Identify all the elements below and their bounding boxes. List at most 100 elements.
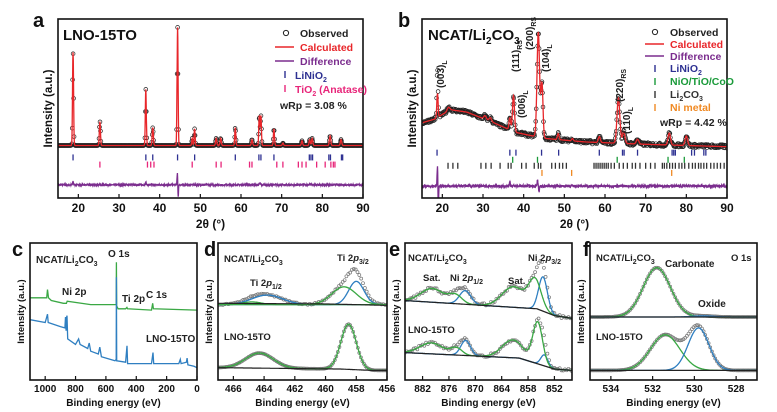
x-tick-label: 464 xyxy=(256,384,273,395)
data-point xyxy=(676,338,681,343)
panel-e-xps-ni2p: 882 876 870 864 858 852 Binding energy (eV) Int… xyxy=(391,242,573,409)
data-point xyxy=(340,279,345,284)
x-axis-label: Binding energy (eV) xyxy=(66,398,160,409)
data-point xyxy=(496,296,501,301)
data-point xyxy=(459,286,464,291)
data-point xyxy=(533,270,537,274)
hkl-labels: (003)L (111)RS (006)L (200)RS (104)L (22… xyxy=(436,17,635,134)
data-point xyxy=(434,73,440,78)
series-line xyxy=(405,276,572,319)
legend-observed: Observed xyxy=(670,27,718,39)
observed-marker-icon xyxy=(651,28,659,36)
observed-marker-icon xyxy=(282,29,290,37)
data-point xyxy=(663,143,668,148)
data-point xyxy=(713,356,718,361)
data-point xyxy=(455,286,460,291)
data-point xyxy=(498,347,502,351)
panel-letter-c: c xyxy=(12,239,23,261)
series-line xyxy=(58,27,363,147)
panel-letter-b: b xyxy=(398,10,410,32)
c-o1s-label: O 1s xyxy=(108,249,130,260)
hkl-111-label: (111)RS xyxy=(511,40,524,72)
plot-frame xyxy=(404,242,573,381)
series-line xyxy=(218,367,387,371)
data-point xyxy=(648,271,652,276)
c-sample-lno: LNO-15TO xyxy=(146,334,195,345)
data-point xyxy=(696,323,701,328)
wrp-value: wRp = 4.42 % xyxy=(659,117,727,129)
hkl-006-label: (006)L xyxy=(517,90,530,118)
x-tick-label: 466 xyxy=(225,384,242,395)
data-point xyxy=(534,265,539,270)
data-point xyxy=(690,327,694,331)
data-point xyxy=(346,272,351,276)
panel-b-xrd-ncat: 20 30 40 50 60 70 80 90 2θ (°) Intensity (a.u.) xyxy=(407,18,734,231)
d-ti2p12-label: Ti 2p1/2 xyxy=(250,278,282,291)
x-tick-label: 852 xyxy=(546,384,563,395)
data-point xyxy=(454,288,458,293)
x-tick-label: 882 xyxy=(414,384,431,395)
x-tick-label: 20 xyxy=(72,201,86,215)
panel-d-xps-ti2p: 466 464 462 460 458 456 Binding energy (eV) Int… xyxy=(204,242,396,409)
data-point xyxy=(435,89,441,94)
data-point xyxy=(651,342,656,347)
series-line xyxy=(405,352,572,371)
e-sample-lno: LNO-15TO xyxy=(408,325,455,336)
x-tick-label: 70 xyxy=(275,201,289,215)
series-line xyxy=(405,299,572,319)
data-point xyxy=(649,345,654,349)
plot-frame xyxy=(421,18,728,199)
data-point xyxy=(543,342,548,347)
x-tick-label: 50 xyxy=(558,201,572,215)
hkl-200-label: (200)RS xyxy=(525,17,538,50)
hkl-110-label: (110)L xyxy=(622,106,635,134)
y-axis-label: Intensity (a.u.) xyxy=(43,69,55,147)
data-point xyxy=(503,289,508,294)
hkl-003-label: (003)L xyxy=(436,60,449,88)
data-point xyxy=(357,273,362,277)
panel-b-title: NCAT/Li2CO3 xyxy=(428,27,520,47)
data-point xyxy=(633,301,637,306)
x-tick-label: 40 xyxy=(517,201,531,215)
x-tick-label: 90 xyxy=(356,201,370,215)
x-tick-label: 528 xyxy=(728,384,745,395)
legend-linio2: LiNiO2 xyxy=(670,63,702,77)
data-point xyxy=(674,298,679,303)
legend-li2co3: Li2CO3 xyxy=(670,89,703,103)
legend-calculated: Calculated xyxy=(670,39,723,51)
series-line xyxy=(405,320,572,372)
x-tick-label: 90 xyxy=(720,201,734,215)
d-sample-ncat: NCAT/Li2CO3 xyxy=(224,254,283,267)
data-point xyxy=(355,270,360,274)
panel-letter-e: e xyxy=(389,239,400,261)
data-point xyxy=(716,361,721,366)
plot-area xyxy=(590,265,757,373)
e-ni2p12-label: Ni 2p1/2 xyxy=(450,273,483,286)
x-tick-label: 30 xyxy=(112,201,126,215)
plot-frame xyxy=(589,242,758,381)
panel-f-xps-o1s: 534 532 530 528 Binding energy (eV) Intensity… xyxy=(576,242,758,409)
c-sample-ncat: NCAT/Li2CO3 xyxy=(36,255,98,268)
data-point xyxy=(462,285,467,289)
data-point xyxy=(661,271,666,276)
x-tick-label: 530 xyxy=(686,384,703,395)
legend-difference: Difference xyxy=(300,56,352,68)
x-tick-label: 600 xyxy=(98,384,115,395)
x-tick-label: 20 xyxy=(436,201,450,215)
data-point xyxy=(634,298,639,303)
panel-b-legend: Observed Calculated Difference LiNiO2 Ni… xyxy=(645,27,734,129)
observed-series xyxy=(590,323,757,373)
c-ti2p-label: Ti 2p xyxy=(122,294,145,305)
x-tick-label: 864 xyxy=(493,384,510,395)
d-sample-lno: LNO-15TO xyxy=(224,332,271,343)
data-point xyxy=(685,334,689,338)
plot-area xyxy=(58,25,363,197)
observed-series xyxy=(218,267,387,307)
y-axis-label: Intensity (a.u.) xyxy=(391,279,402,343)
e-ni2p32-label: Ni 2p3/2 xyxy=(528,253,561,266)
plot-frame xyxy=(29,242,198,381)
f-oxide-label: Oxide xyxy=(698,299,726,310)
y-axis-label: Intensity (a.u.) xyxy=(16,279,27,343)
x-tick-label: 456 xyxy=(379,384,396,395)
data-point xyxy=(469,295,474,300)
